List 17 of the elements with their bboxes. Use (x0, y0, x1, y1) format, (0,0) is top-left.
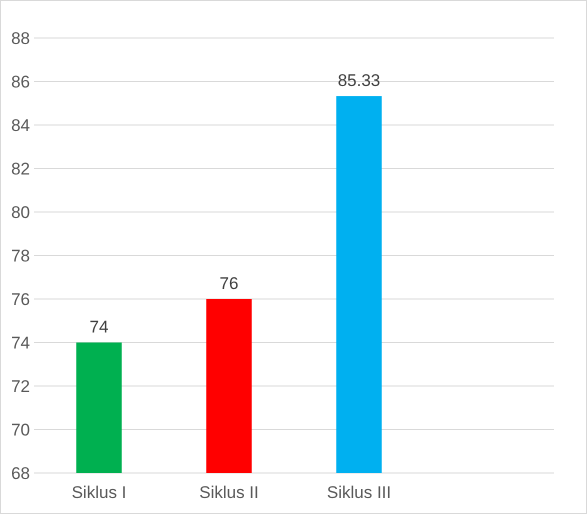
y-tick-label: 78 (11, 246, 30, 266)
y-tick-label: 76 (11, 290, 30, 309)
y-tick-label: 82 (11, 159, 30, 178)
y-tick-label: 70 (11, 420, 30, 440)
y-tick-label: 86 (11, 72, 30, 92)
y-tick-label: 68 (11, 464, 30, 483)
y-tick-label: 74 (11, 333, 30, 352)
data-label: 85.33 (338, 71, 380, 90)
y-tick-label: 80 (11, 202, 30, 222)
x-tick-label: Siklus III (326, 483, 392, 502)
y-tick-label: 72 (11, 376, 30, 396)
y-tick-label: 88 (11, 28, 30, 48)
x-tick-label: Siklus II (199, 483, 259, 502)
data-label: 76 (220, 274, 238, 293)
x-tick-label: Siklus I (72, 483, 126, 502)
data-label: 74 (90, 318, 108, 336)
y-tick-label: 84 (11, 116, 30, 135)
